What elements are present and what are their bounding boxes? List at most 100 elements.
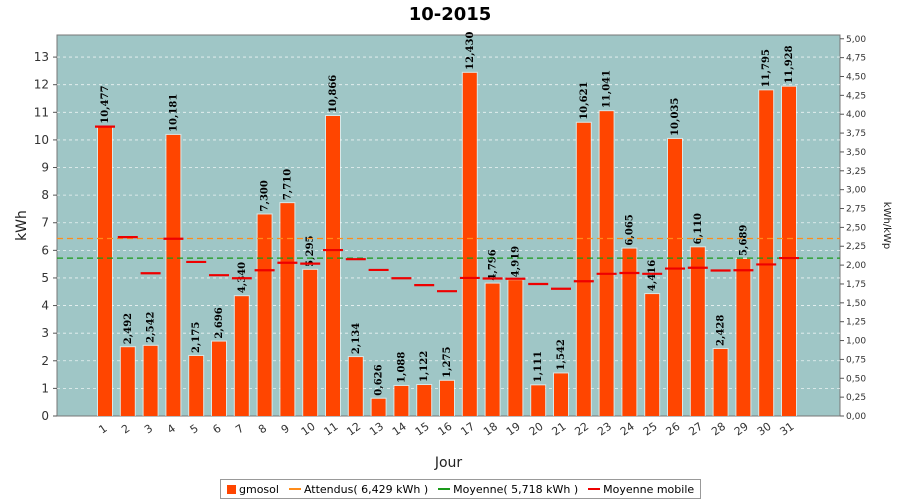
data-label: 1,088 <box>396 352 407 383</box>
data-label: 11,928 <box>784 45 795 83</box>
y2-tick-label: 2,50 <box>846 223 866 233</box>
legend-label: Moyenne mobile <box>603 482 695 496</box>
legend-label: Attendus( 6,429 kWh ) <box>303 482 429 496</box>
legend-swatch <box>288 488 301 490</box>
y2-tick-label: 1,50 <box>846 299 866 309</box>
legend-item: Moyenne( 5,718 kWh ) <box>438 483 578 496</box>
bar <box>143 345 158 416</box>
data-label: 1,542 <box>556 339 567 370</box>
bar <box>371 398 386 416</box>
bar <box>554 373 568 416</box>
bar <box>690 247 705 416</box>
data-label: 11,795 <box>761 49 772 87</box>
bar <box>189 355 204 416</box>
y-tick-label: 6 <box>41 243 49 257</box>
bar <box>508 280 523 416</box>
x-tick-label: 24 <box>618 420 637 439</box>
x-tick-label: 19 <box>504 420 523 439</box>
y-tick-label: 5 <box>41 271 49 285</box>
x-tick-label: 12 <box>344 420 363 439</box>
legend-item: gmosol <box>227 483 279 496</box>
legend-label: Moyenne( 5,718 kWh ) <box>453 482 579 496</box>
chart-legend: gmosol Attendus( 6,429 kWh ) Moyenne( 5,71… <box>220 479 702 499</box>
bar <box>645 294 660 416</box>
x-tick-label: 18 <box>481 420 500 439</box>
data-label: 6,065 <box>624 214 635 245</box>
y-tick-label: 9 <box>41 161 49 175</box>
legend-item: Moyenne mobile <box>588 483 694 496</box>
bar <box>280 203 295 416</box>
y2-tick-label: 1,00 <box>846 337 866 347</box>
bar <box>326 116 340 417</box>
bar <box>668 138 682 417</box>
bar <box>462 72 477 416</box>
data-label: 5,689 <box>738 225 749 256</box>
plot-area <box>56 34 841 417</box>
x-tick-label: 2 <box>119 422 132 437</box>
data-label: 10,621 <box>579 81 590 119</box>
data-label: 2,492 <box>123 313 134 344</box>
y2-tick-label: 0,25 <box>846 393 866 403</box>
data-label: 7,300 <box>260 180 271 211</box>
x-axis-title: Jour <box>434 455 463 471</box>
data-label: 2,542 <box>146 311 157 342</box>
y2-tick-label: 4,50 <box>846 72 866 82</box>
bar <box>531 385 546 416</box>
y-axis-title: kWh <box>14 210 30 241</box>
y-tick-label: 12 <box>34 78 49 92</box>
bar <box>348 357 363 416</box>
y2-tick-label: 2,75 <box>846 205 866 215</box>
data-label: 4,416 <box>647 260 658 291</box>
y2-tick-label: 1,25 <box>846 318 866 328</box>
y2-tick-label: 3,75 <box>846 129 866 139</box>
y2-tick-label: 1,75 <box>846 280 866 290</box>
x-tick-label: 1 <box>96 422 109 437</box>
data-label: 12,430 <box>465 32 476 70</box>
x-tick-label: 28 <box>709 420 728 439</box>
x-tick-label: 15 <box>413 420 432 439</box>
x-tick-label: 7 <box>233 422 246 437</box>
data-label: 10,035 <box>670 98 681 136</box>
y2-tick-label: 0,75 <box>846 355 866 365</box>
x-tick-label: 6 <box>210 422 223 437</box>
y-tick-label: 4 <box>41 299 49 313</box>
x-tick-label: 27 <box>686 420 705 439</box>
x-tick-label: 26 <box>664 420 683 439</box>
x-tick-label: 3 <box>142 422 155 437</box>
x-tick-label: 29 <box>732 420 751 439</box>
data-label: 1,122 <box>419 351 430 382</box>
y2-axis-title: kWh/kWp <box>881 202 892 249</box>
x-tick-label: 17 <box>458 420 477 439</box>
bar <box>599 111 614 416</box>
bar <box>576 122 591 417</box>
x-tick-label: 30 <box>755 420 774 439</box>
data-label: 4,919 <box>510 246 521 277</box>
x-tick-label: 11 <box>322 420 341 439</box>
y2-tick-label: 5,00 <box>846 35 866 45</box>
x-tick-label: 14 <box>390 420 409 439</box>
bar <box>417 385 432 416</box>
data-label: 4,796 <box>488 249 499 280</box>
chart-title: 10-2015 <box>408 4 492 25</box>
data-label: 10,181 <box>168 94 179 132</box>
y-tick-label: 0 <box>41 409 49 423</box>
bar <box>166 134 181 416</box>
bar <box>212 341 226 416</box>
legend-label: gmosol <box>239 482 279 496</box>
y-tick-label: 7 <box>41 216 49 230</box>
data-label: 2,696 <box>214 307 225 338</box>
data-label: 1,275 <box>442 346 453 377</box>
data-label: 2,175 <box>191 322 202 353</box>
legend-item: Attendus( 6,429 kWh ) <box>288 482 429 496</box>
x-tick-label: 21 <box>550 420 569 439</box>
x-tick-label: 16 <box>436 420 455 439</box>
bar <box>394 385 409 416</box>
y2-tick-label: 0,50 <box>846 374 866 384</box>
y-tick-label: 3 <box>41 326 49 340</box>
x-tick-label: 10 <box>299 420 318 439</box>
y2-tick-label: 4,00 <box>846 110 866 120</box>
y2-tick-label: 0,00 <box>846 412 866 422</box>
y-tick-label: 8 <box>41 188 49 202</box>
x-tick-label: 9 <box>279 422 292 437</box>
data-label: 0,626 <box>374 364 385 395</box>
